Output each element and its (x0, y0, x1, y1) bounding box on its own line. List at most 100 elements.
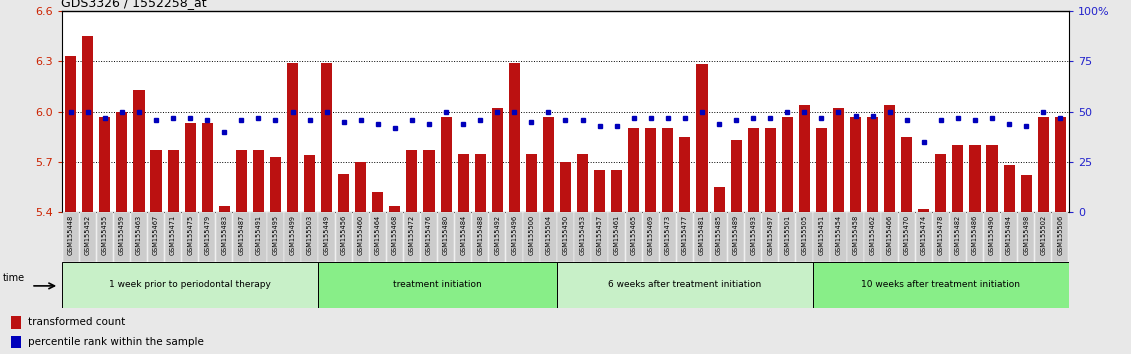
Bar (1052, 212, 1069, 262)
Bar (1035, 212, 1052, 262)
Text: GSM155475: GSM155475 (187, 215, 193, 255)
Text: GSM155470: GSM155470 (904, 215, 909, 255)
Text: GSM155457: GSM155457 (597, 215, 603, 255)
Bar (83, 36, 94, 212)
Bar (594, 170, 605, 212)
Bar (628, 128, 639, 212)
Bar (387, 212, 403, 262)
Text: GSM155493: GSM155493 (750, 215, 757, 255)
Text: GSM155480: GSM155480 (443, 215, 449, 255)
Bar (748, 128, 759, 212)
Text: GDS3326 / 1552258_at: GDS3326 / 1552258_at (61, 0, 207, 10)
Text: GSM155490: GSM155490 (988, 215, 995, 255)
Text: GSM155502: GSM155502 (1041, 215, 1046, 255)
Bar (697, 64, 708, 212)
Text: GSM155468: GSM155468 (392, 215, 398, 255)
Bar (782, 116, 793, 212)
Text: GSM155461: GSM155461 (614, 215, 620, 255)
Text: GSM155492: GSM155492 (494, 215, 500, 255)
Text: GSM155455: GSM155455 (102, 215, 107, 255)
Bar (406, 150, 417, 212)
Text: 1 week prior to periodontal therapy: 1 week prior to periodontal therapy (110, 280, 271, 290)
Text: GSM155459: GSM155459 (119, 215, 124, 255)
Bar (1037, 116, 1048, 212)
Bar (847, 212, 864, 262)
Text: GSM155499: GSM155499 (290, 215, 295, 255)
Bar (1018, 212, 1035, 262)
Bar (250, 212, 267, 262)
Bar (918, 209, 930, 212)
Bar (731, 140, 742, 212)
Text: GSM155473: GSM155473 (665, 215, 671, 255)
Bar (898, 212, 915, 262)
Bar (815, 128, 827, 212)
Text: 10 weeks after treatment initiation: 10 weeks after treatment initiation (862, 280, 1020, 290)
Bar (62, 212, 79, 262)
Bar (745, 212, 761, 262)
Bar (901, 137, 913, 212)
Bar (66, 56, 76, 212)
Bar (353, 212, 369, 262)
Bar (441, 116, 451, 212)
Text: GSM155503: GSM155503 (307, 215, 312, 255)
Bar (216, 212, 233, 262)
Bar (304, 155, 316, 212)
Bar (659, 212, 676, 262)
Bar (11, 316, 21, 329)
Bar (182, 212, 198, 262)
Text: GSM155478: GSM155478 (938, 215, 944, 255)
Bar (233, 212, 250, 262)
Bar (270, 157, 280, 212)
Text: GSM155477: GSM155477 (682, 215, 688, 255)
Bar (711, 212, 727, 262)
Bar (201, 123, 213, 212)
Bar (267, 212, 284, 262)
Text: GSM155483: GSM155483 (222, 215, 227, 255)
Bar (933, 212, 949, 262)
Bar (338, 174, 349, 212)
Bar (558, 212, 573, 262)
Bar (318, 262, 556, 308)
Text: GSM155489: GSM155489 (733, 215, 739, 255)
Bar (1055, 116, 1065, 212)
Text: GSM155466: GSM155466 (887, 215, 892, 255)
Bar (321, 63, 333, 212)
Text: GSM155476: GSM155476 (426, 215, 432, 255)
Bar (526, 154, 537, 212)
Bar (336, 212, 352, 262)
Bar (133, 90, 145, 212)
Bar (798, 105, 810, 212)
Text: GSM155474: GSM155474 (921, 215, 926, 255)
Text: GSM155497: GSM155497 (767, 215, 774, 255)
Bar (423, 150, 434, 212)
Bar (438, 212, 455, 262)
Bar (830, 212, 847, 262)
Bar (253, 150, 264, 212)
Bar (524, 212, 539, 262)
Text: GSM155450: GSM155450 (562, 215, 569, 255)
Bar (1001, 212, 1017, 262)
Bar (148, 212, 164, 262)
Text: GSM155467: GSM155467 (153, 215, 159, 255)
Bar (608, 212, 624, 262)
Text: GSM155495: GSM155495 (273, 215, 278, 255)
Bar (96, 212, 113, 262)
Bar (575, 212, 590, 262)
Bar (762, 212, 778, 262)
Bar (646, 128, 656, 212)
Text: GSM155463: GSM155463 (136, 215, 143, 255)
Text: GSM155500: GSM155500 (528, 215, 534, 255)
Text: GSM155451: GSM155451 (819, 215, 824, 255)
Text: GSM155485: GSM155485 (716, 215, 722, 255)
Bar (1020, 175, 1031, 212)
Text: GSM155456: GSM155456 (340, 215, 347, 255)
Bar (11, 336, 21, 348)
Text: GSM155501: GSM155501 (784, 215, 791, 255)
Text: GSM155471: GSM155471 (170, 215, 176, 255)
Bar (167, 150, 179, 212)
Text: GSM155484: GSM155484 (460, 215, 466, 255)
Text: GSM155505: GSM155505 (802, 215, 808, 255)
Text: GSM155491: GSM155491 (256, 215, 261, 255)
Text: 6 weeks after treatment initiation: 6 weeks after treatment initiation (608, 280, 761, 290)
Bar (950, 212, 966, 262)
